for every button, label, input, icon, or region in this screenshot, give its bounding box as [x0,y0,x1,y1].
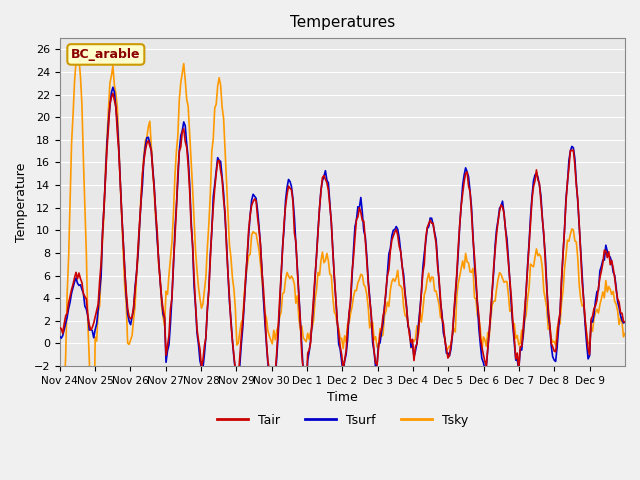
Y-axis label: Temperature: Temperature [15,162,28,242]
Legend: Tair, Tsurf, Tsky: Tair, Tsurf, Tsky [212,409,473,432]
X-axis label: Time: Time [327,391,358,404]
Title: Temperatures: Temperatures [290,15,395,30]
Text: BC_arable: BC_arable [71,48,141,61]
